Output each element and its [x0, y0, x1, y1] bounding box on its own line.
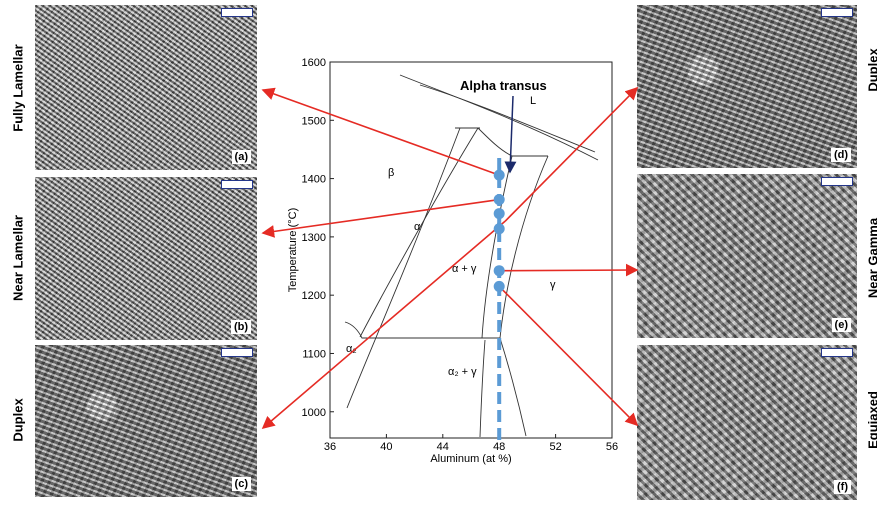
pointer-arrow	[499, 270, 637, 271]
heat-treatment-point	[494, 265, 505, 276]
annotation: Alpha transus	[460, 78, 547, 93]
y-tick-label: 1300	[302, 232, 326, 244]
x-tick-label: 48	[493, 441, 505, 453]
x-tick-label: 52	[549, 441, 561, 453]
x-tick-label: 36	[324, 441, 336, 453]
y-tick-label: 1400	[302, 174, 326, 186]
phase-diagram: β α α + γ γ α₂ α₂ + γ L Alpha transus Al…	[0, 0, 877, 505]
x-tick-label: 40	[380, 441, 392, 453]
heat-treatment-point	[494, 170, 505, 181]
region-label: α + γ	[452, 263, 477, 275]
region-label: α	[414, 221, 421, 233]
y-tick-label: 1100	[302, 348, 326, 360]
region-label: γ	[550, 279, 556, 291]
heat-treatment-point	[494, 208, 505, 219]
x-axis-label: Aluminum (at %)	[430, 453, 511, 465]
y-tick-label: 1600	[302, 57, 326, 69]
y-tick-label: 1200	[302, 290, 326, 302]
region-label: L	[530, 95, 536, 107]
x-tick-label: 44	[437, 441, 449, 453]
figure: (a) (b) (c) (d) (e) (f) Fully Lamellar N…	[0, 0, 877, 505]
y-axis-label: Temperature (°C)	[287, 208, 299, 292]
heat-treatment-point	[494, 194, 505, 205]
region-label: α₂ + γ	[448, 366, 477, 378]
x-tick-label: 56	[606, 441, 618, 453]
heat-treatment-point	[494, 281, 505, 292]
region-label: β	[388, 167, 394, 179]
y-tick-label: 1500	[302, 115, 326, 127]
y-tick-label: 1000	[302, 407, 326, 419]
heat-treatment-point	[494, 223, 505, 234]
